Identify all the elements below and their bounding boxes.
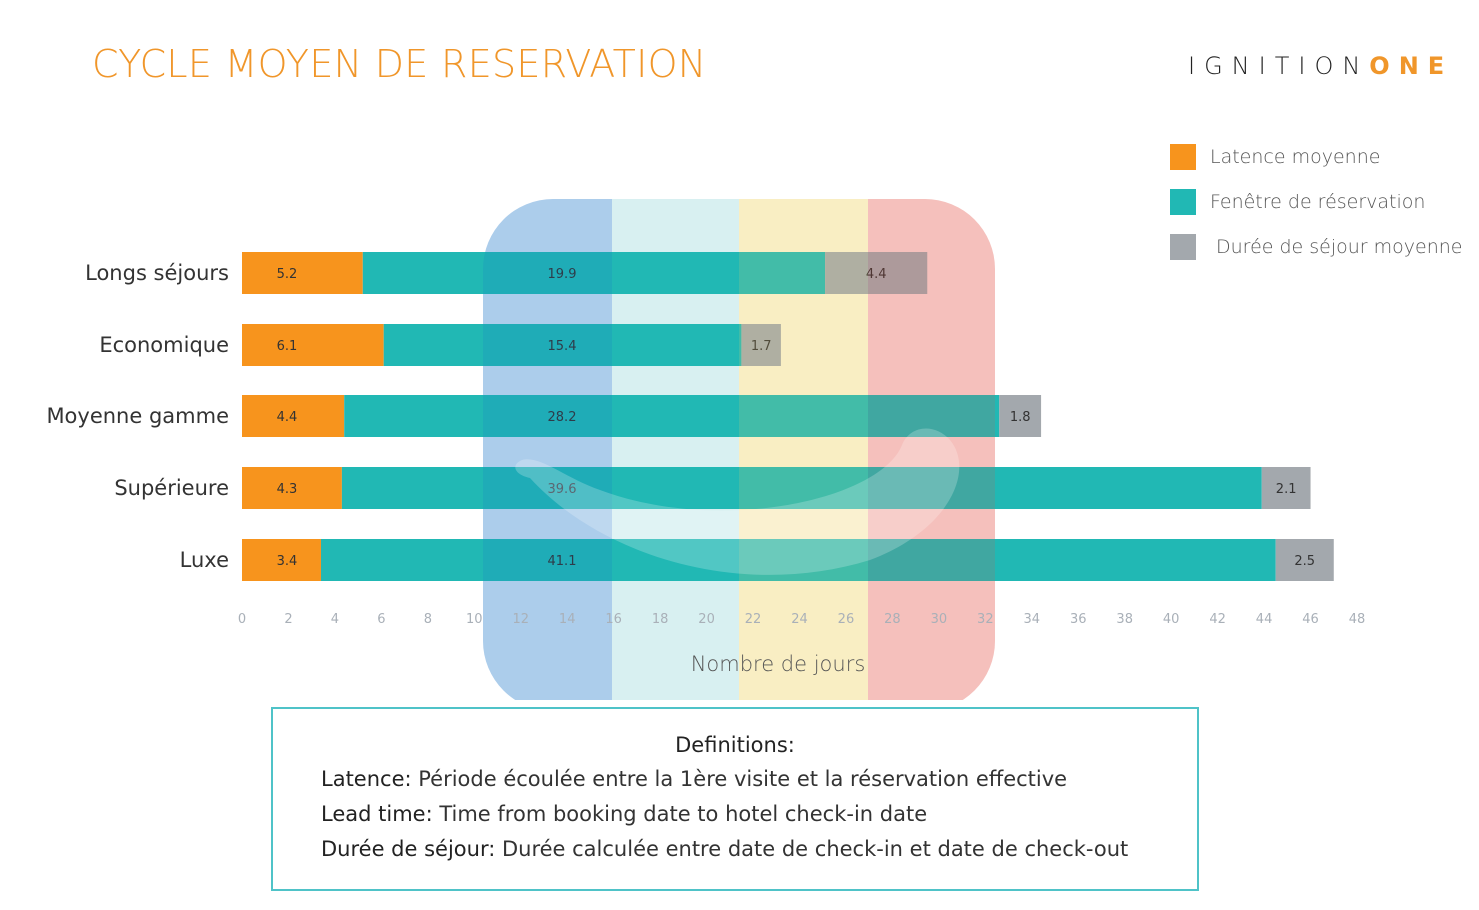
x-tick-42: 42 bbox=[1209, 612, 1226, 627]
data-label-fenetre-de-reservation-economique: 15.4 bbox=[548, 339, 577, 354]
data-label-duree-de-sejour-moyenne-economique: 1.7 bbox=[751, 339, 772, 354]
x-tick-36: 36 bbox=[1070, 612, 1087, 627]
x-axis-ticks: 0 2 4 6 8 10 12 14 16 18 20 22 24 26 28 30 32 34 36 38 40 42 4… bbox=[238, 612, 1365, 627]
x-tick-26: 26 bbox=[838, 612, 855, 627]
bar-latence-moyenne-luxe bbox=[242, 539, 321, 581]
data-label-latence-moyenne-longs-sejours: 5.2 bbox=[277, 267, 298, 282]
x-tick-40: 40 bbox=[1163, 612, 1180, 627]
x-tick-8: 8 bbox=[424, 612, 432, 627]
data-label-latence-moyenne-luxe: 3.4 bbox=[277, 554, 298, 569]
data-label-duree-de-sejour-moyenne-longs-sejours: 4.4 bbox=[866, 267, 887, 282]
x-tick-20: 20 bbox=[698, 612, 715, 627]
x-tick-2: 2 bbox=[284, 612, 292, 627]
legend-item-duree: Durée de séjour moyenne bbox=[1170, 224, 1463, 269]
bars-layer: 5.2 19.9 4.4 6.1 15.4 1.7 4.4 28.2 1.8 4.3 39.6 2.1… bbox=[242, 252, 1334, 581]
bar-fenetre-de-reservation-economique bbox=[383, 324, 742, 366]
data-label-latence-moyenne-superieure: 4.3 bbox=[277, 482, 298, 497]
ignition-one-logo: IGNITIONONE bbox=[1188, 52, 1453, 80]
bar-duree-de-sejour-moyenne-economique bbox=[741, 324, 781, 366]
legend-swatch-latence bbox=[1170, 143, 1196, 170]
stacked-bar-chart: 5.2 19.9 4.4 6.1 15.4 1.7 4.4 28.2 1.8 4.3 39.6 2.1… bbox=[46, 199, 1365, 700]
category-label-moyenne-gamme: Moyenne gamme bbox=[46, 404, 229, 428]
x-tick-28: 28 bbox=[884, 612, 901, 627]
x-tick-0: 0 bbox=[238, 612, 246, 627]
x-tick-16: 16 bbox=[605, 612, 622, 627]
x-tick-10: 10 bbox=[466, 612, 483, 627]
logo-text-ignition: IGNITION bbox=[1188, 52, 1370, 80]
x-tick-34: 34 bbox=[1024, 612, 1041, 627]
data-label-fenetre-de-reservation-superieure: 39.6 bbox=[548, 482, 577, 497]
category-label-longs-sejours: Longs séjours bbox=[85, 261, 229, 285]
bar-fenetre-de-reservation-moyenne-gamme bbox=[344, 395, 1000, 437]
definition-term: Durée de séjour: bbox=[321, 837, 496, 861]
x-tick-46: 46 bbox=[1302, 612, 1319, 627]
x-axis-label: Nombre de jours bbox=[691, 652, 866, 676]
legend-swatch-fenetre bbox=[1170, 188, 1196, 215]
category-label-superieure: Supérieure bbox=[114, 476, 229, 500]
watermark-smile-icon bbox=[515, 428, 960, 575]
legend-item-latence: Latence moyenne bbox=[1170, 134, 1463, 179]
chart-title: CYCLE MOYEN DE RESERVATION bbox=[92, 42, 707, 86]
x-tick-14: 14 bbox=[559, 612, 576, 627]
data-label-fenetre-de-reservation-longs-sejours: 19.9 bbox=[548, 267, 577, 282]
data-label-fenetre-de-reservation-moyenne-gamme: 28.2 bbox=[548, 410, 577, 425]
definition-term: Lead time: bbox=[321, 802, 433, 826]
legend-label-fenetre: Fenêtre de réservation bbox=[1210, 190, 1426, 213]
definition-text: Time from booking date to hotel check-in… bbox=[432, 802, 928, 826]
bar-duree-de-sejour-moyenne-superieure bbox=[1261, 467, 1311, 509]
legend-label-duree: Durée de séjour moyenne bbox=[1216, 235, 1463, 258]
data-label-fenetre-de-reservation-luxe: 41.1 bbox=[548, 554, 577, 569]
bar-latence-moyenne-economique bbox=[242, 324, 384, 366]
definition-duree-sejour: Durée de séjour: Durée calculée entre da… bbox=[321, 837, 1128, 861]
legend-label-latence: Latence moyenne bbox=[1210, 145, 1381, 168]
data-label-latence-moyenne-moyenne-gamme: 4.4 bbox=[277, 410, 298, 425]
definitions-box: Definitions: Latence: Période écoulée en… bbox=[271, 707, 1199, 891]
logo-text-one: ONE bbox=[1369, 52, 1454, 80]
data-label-duree-de-sejour-moyenne-superieure: 2.1 bbox=[1276, 482, 1297, 497]
bar-latence-moyenne-longs-sejours bbox=[242, 252, 363, 294]
category-labels: Longs séjours Economique Moyenne gamme Supé… bbox=[46, 261, 229, 572]
data-label-latence-moyenne-economique: 6.1 bbox=[277, 339, 298, 354]
chart-legend: Latence moyenne Fenêtre de réservation D… bbox=[1170, 134, 1463, 269]
definition-latence: Latence: Période écoulée entre la 1ère v… bbox=[321, 767, 1067, 791]
legend-item-fenetre: Fenêtre de réservation bbox=[1170, 179, 1463, 224]
definition-text: Durée calculée entre date de check-in et… bbox=[495, 837, 1129, 861]
bar-fenetre-de-reservation-superieure bbox=[341, 467, 1262, 509]
x-tick-4: 4 bbox=[331, 612, 339, 627]
x-tick-18: 18 bbox=[652, 612, 669, 627]
x-tick-38: 38 bbox=[1116, 612, 1133, 627]
data-label-duree-de-sejour-moyenne-moyenne-gamme: 1.8 bbox=[1010, 410, 1031, 425]
x-tick-6: 6 bbox=[377, 612, 385, 627]
definitions-title: Definitions: bbox=[675, 733, 795, 757]
category-label-economique: Economique bbox=[99, 333, 229, 357]
data-label-duree-de-sejour-moyenne-luxe: 2.5 bbox=[1294, 554, 1315, 569]
bar-latence-moyenne-superieure bbox=[242, 467, 342, 509]
x-tick-48: 48 bbox=[1349, 612, 1366, 627]
x-tick-30: 30 bbox=[931, 612, 948, 627]
definition-text: Période écoulée entre la 1ère visite et … bbox=[411, 767, 1068, 791]
definition-term: Latence: bbox=[321, 767, 412, 791]
bar-fenetre-de-reservation-longs-sejours bbox=[362, 252, 826, 294]
x-tick-24: 24 bbox=[791, 612, 808, 627]
watermark-overlay bbox=[483, 199, 995, 700]
x-tick-44: 44 bbox=[1256, 612, 1273, 627]
category-label-luxe: Luxe bbox=[180, 548, 229, 572]
definition-lead-time: Lead time: Time from booking date to hot… bbox=[321, 802, 927, 826]
bar-duree-de-sejour-moyenne-luxe bbox=[1275, 539, 1334, 581]
x-tick-12: 12 bbox=[512, 612, 529, 627]
bar-latence-moyenne-moyenne-gamme bbox=[242, 395, 345, 437]
bar-duree-de-sejour-moyenne-longs-sejours bbox=[825, 252, 928, 294]
legend-swatch-duree bbox=[1170, 233, 1196, 260]
x-tick-22: 22 bbox=[745, 612, 762, 627]
bar-duree-de-sejour-moyenne-moyenne-gamme bbox=[999, 395, 1042, 437]
x-tick-32: 32 bbox=[977, 612, 994, 627]
bar-fenetre-de-reservation-luxe bbox=[320, 539, 1276, 581]
